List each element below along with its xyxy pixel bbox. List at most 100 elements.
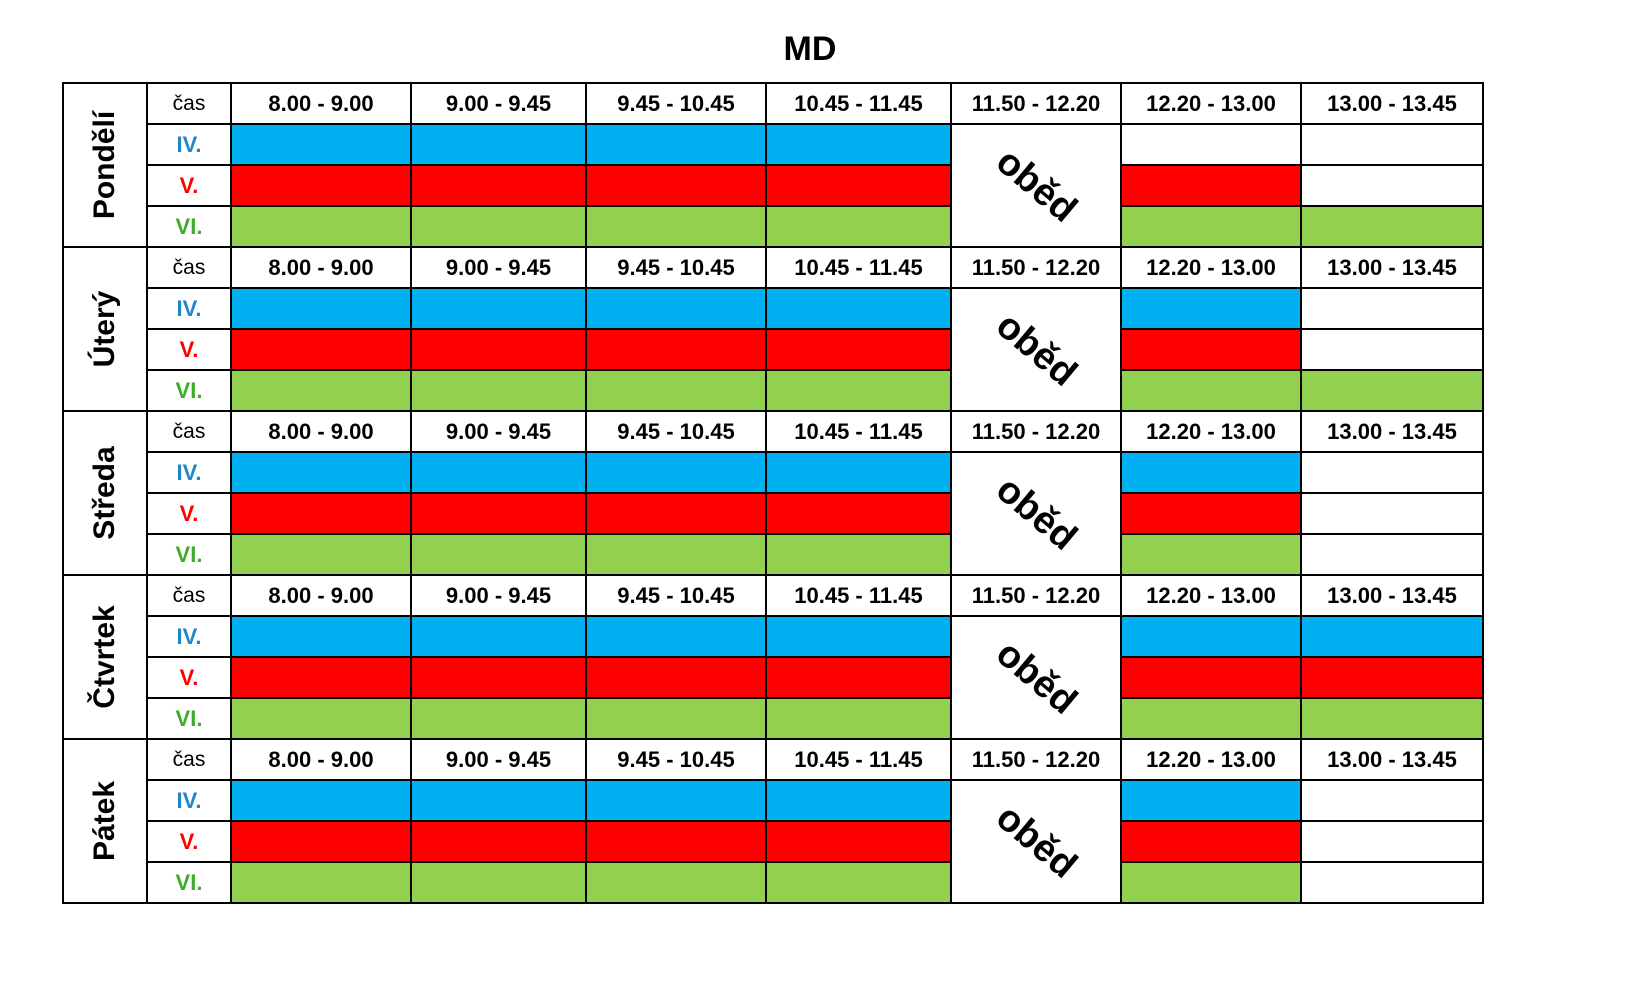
- group-label: V.: [146, 164, 232, 207]
- lesson-cell: [765, 697, 952, 740]
- time-slot-header: 10.45 - 11.45: [765, 410, 952, 453]
- page-title: MD: [783, 30, 837, 68]
- group-row: VI.: [63, 369, 1484, 412]
- lesson-cell: [230, 205, 412, 248]
- lesson-cell: [410, 205, 587, 248]
- empty-cell: [1300, 861, 1484, 904]
- lesson-cell: [1120, 287, 1302, 330]
- lesson-cell: [410, 451, 587, 494]
- time-slot-header: 8.00 - 9.00: [230, 738, 412, 781]
- lesson-cell: [230, 492, 412, 535]
- lesson-cell: [1120, 615, 1302, 658]
- time-slot-header: 13.00 - 13.45: [1300, 246, 1484, 289]
- lesson-cell: [1120, 369, 1302, 412]
- lesson-cell: [230, 533, 412, 576]
- lesson-cell: [410, 697, 587, 740]
- lesson-cell: [1120, 164, 1302, 207]
- lesson-cell: [585, 861, 767, 904]
- day-cell: Čtvrtek: [62, 574, 148, 740]
- lunch-cell: oběd: [950, 123, 1122, 248]
- lesson-cell: [585, 492, 767, 535]
- group-row: V.: [63, 328, 1484, 371]
- lesson-cell: [585, 656, 767, 699]
- time-slot-header: 11.50 - 12.20: [950, 738, 1122, 781]
- time-slot-header: 11.50 - 12.20: [950, 574, 1122, 617]
- schedule-table: Pondělí čas 8.00 - 9.00 9.00 - 9.45 9.45 - 1…: [62, 82, 1484, 904]
- time-label: čas: [146, 82, 232, 125]
- lesson-cell: [230, 697, 412, 740]
- lesson-cell: [410, 328, 587, 371]
- time-slot-header: 12.20 - 13.00: [1120, 574, 1302, 617]
- lesson-cell: [765, 820, 952, 863]
- time-header-row: Pátek čas 8.00 - 9.00 9.00 - 9.45 9.45 - 10.…: [62, 738, 1484, 904]
- lunch-cell: oběd: [950, 779, 1122, 904]
- lesson-cell: [765, 451, 952, 494]
- group-row: V.: [63, 656, 1484, 699]
- day-cell: Středa: [62, 410, 148, 576]
- time-header-row: Pondělí čas 8.00 - 9.00 9.00 - 9.45 9.45 - 1…: [62, 82, 1484, 248]
- group-label: V.: [146, 328, 232, 371]
- time-slot-header: 9.45 - 10.45: [585, 574, 767, 617]
- lesson-cell: [230, 861, 412, 904]
- empty-cell: [1300, 451, 1484, 494]
- lesson-cell: [1120, 533, 1302, 576]
- lesson-cell: [765, 492, 952, 535]
- lesson-cell: [585, 287, 767, 330]
- day-label: Pondělí: [88, 110, 121, 220]
- time-slot-header: 12.20 - 13.00: [1120, 246, 1302, 289]
- lesson-cell: [765, 205, 952, 248]
- lesson-cell: [765, 533, 952, 576]
- time-slot-header: 8.00 - 9.00: [230, 410, 412, 453]
- group-label: IV.: [146, 615, 232, 658]
- group-label: IV.: [146, 123, 232, 166]
- group-label: IV.: [146, 451, 232, 494]
- time-label: čas: [146, 246, 232, 289]
- day-label: Úterý: [88, 290, 121, 368]
- time-slot-header: 11.50 - 12.20: [950, 410, 1122, 453]
- time-header-row: Čtvrtek čas 8.00 - 9.00 9.00 - 9.45 9.45 - 1…: [62, 574, 1484, 740]
- lesson-cell: [410, 656, 587, 699]
- lesson-cell: [585, 328, 767, 371]
- lesson-cell: [410, 533, 587, 576]
- lesson-cell: [765, 164, 952, 207]
- lesson-cell: [1300, 615, 1484, 658]
- group-row: V.: [63, 492, 1484, 535]
- time-slot-header: 9.45 - 10.45: [585, 410, 767, 453]
- lesson-cell: [1120, 492, 1302, 535]
- lesson-cell: [410, 369, 587, 412]
- lesson-cell: [585, 369, 767, 412]
- time-slot-header: 8.00 - 9.00: [230, 82, 412, 125]
- time-slot-header: 11.50 - 12.20: [950, 82, 1122, 125]
- time-slot-header: 8.00 - 9.00: [230, 574, 412, 617]
- lunch-label: oběd: [988, 467, 1085, 559]
- day-cell: Pátek: [62, 738, 148, 904]
- time-slot-header: 10.45 - 11.45: [765, 246, 952, 289]
- day-label: Středa: [88, 446, 121, 540]
- lunch-label: oběd: [988, 795, 1085, 887]
- lunch-label: oběd: [988, 139, 1085, 231]
- empty-cell: [1300, 492, 1484, 535]
- lesson-cell: [585, 205, 767, 248]
- day-label: Pátek: [88, 780, 121, 862]
- lesson-cell: [410, 861, 587, 904]
- group-row: VI.: [63, 697, 1484, 740]
- lesson-cell: [230, 328, 412, 371]
- time-slot-header: 10.45 - 11.45: [765, 574, 952, 617]
- time-slot-header: 13.00 - 13.45: [1300, 574, 1484, 617]
- lesson-cell: [585, 820, 767, 863]
- lunch-cell: oběd: [950, 451, 1122, 576]
- lesson-cell: [410, 820, 587, 863]
- lesson-cell: [585, 697, 767, 740]
- group-row: V.: [63, 164, 1484, 207]
- lesson-cell: [765, 123, 952, 166]
- lesson-cell: [230, 123, 412, 166]
- time-slot-header: 11.50 - 12.20: [950, 246, 1122, 289]
- lesson-cell: [410, 164, 587, 207]
- empty-cell: [1300, 287, 1484, 330]
- time-slot-header: 10.45 - 11.45: [765, 738, 952, 781]
- lesson-cell: [585, 164, 767, 207]
- lesson-cell: [230, 287, 412, 330]
- lesson-cell: [1120, 328, 1302, 371]
- lesson-cell: [1300, 656, 1484, 699]
- empty-cell: [1300, 820, 1484, 863]
